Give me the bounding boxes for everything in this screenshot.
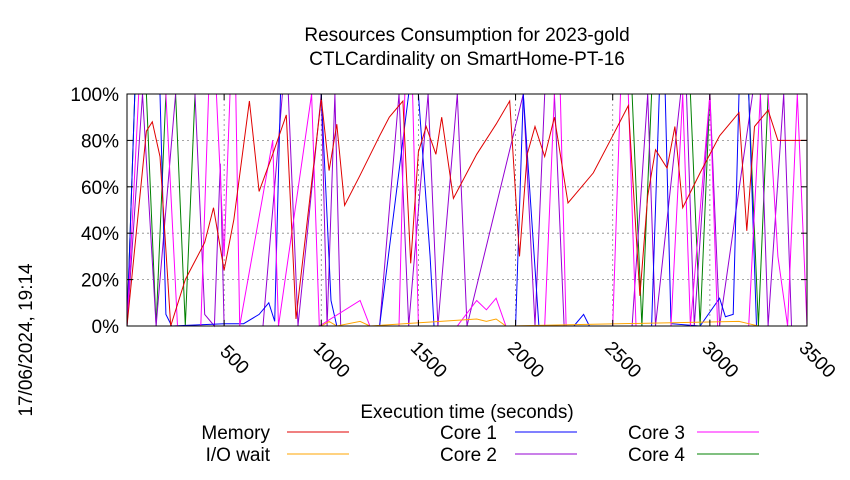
legend-label-core-3: Core 3 bbox=[628, 423, 685, 444]
timestamp-label: 17/06/2024, 19:14 bbox=[16, 263, 37, 417]
x-tick-label: 500 bbox=[215, 341, 252, 378]
legend-label-core-4: Core 4 bbox=[628, 445, 685, 466]
legend-label-i-o-wait: I/O wait bbox=[206, 445, 271, 466]
series-line-i-o-wait bbox=[127, 318, 807, 327]
series-layer bbox=[126, 93, 808, 328]
legend-label-core-1: Core 1 bbox=[440, 423, 497, 444]
x-tick-label: 1500 bbox=[406, 338, 451, 383]
x-tick-label: 1000 bbox=[309, 338, 354, 383]
x-axis: 500 1000 1500 2000 2500 3000 3500 bbox=[215, 94, 839, 382]
y-tick-label: 80% bbox=[81, 131, 119, 152]
chart-title-line-1: Resources Consumption for 2023-gold bbox=[304, 25, 629, 46]
chart-title-line-2: CTLCardinality on SmartHome-PT-16 bbox=[309, 49, 625, 70]
y-axis: 0% 20% 40% 60% 80% 100% bbox=[70, 85, 807, 338]
series-line-memory bbox=[126, 98, 807, 327]
x-tick-label: 2500 bbox=[600, 338, 645, 383]
y-tick-label: 60% bbox=[81, 178, 119, 199]
plot-frame bbox=[126, 93, 808, 327]
series-line-core-3 bbox=[126, 93, 808, 327]
legend-label-memory: Memory bbox=[201, 423, 270, 444]
x-tick-label: 2000 bbox=[503, 338, 548, 383]
y-tick-label: 40% bbox=[81, 224, 119, 245]
y-tick-label: 0% bbox=[92, 317, 120, 338]
legend-label-core-2: Core 2 bbox=[440, 445, 497, 466]
y-tick-label: 20% bbox=[81, 271, 119, 292]
x-tick-label: 3000 bbox=[697, 338, 742, 383]
y-tick-label: 100% bbox=[70, 85, 119, 106]
x-tick-label: 3500 bbox=[795, 338, 840, 383]
x-axis-label: Execution time (seconds) bbox=[360, 402, 573, 423]
